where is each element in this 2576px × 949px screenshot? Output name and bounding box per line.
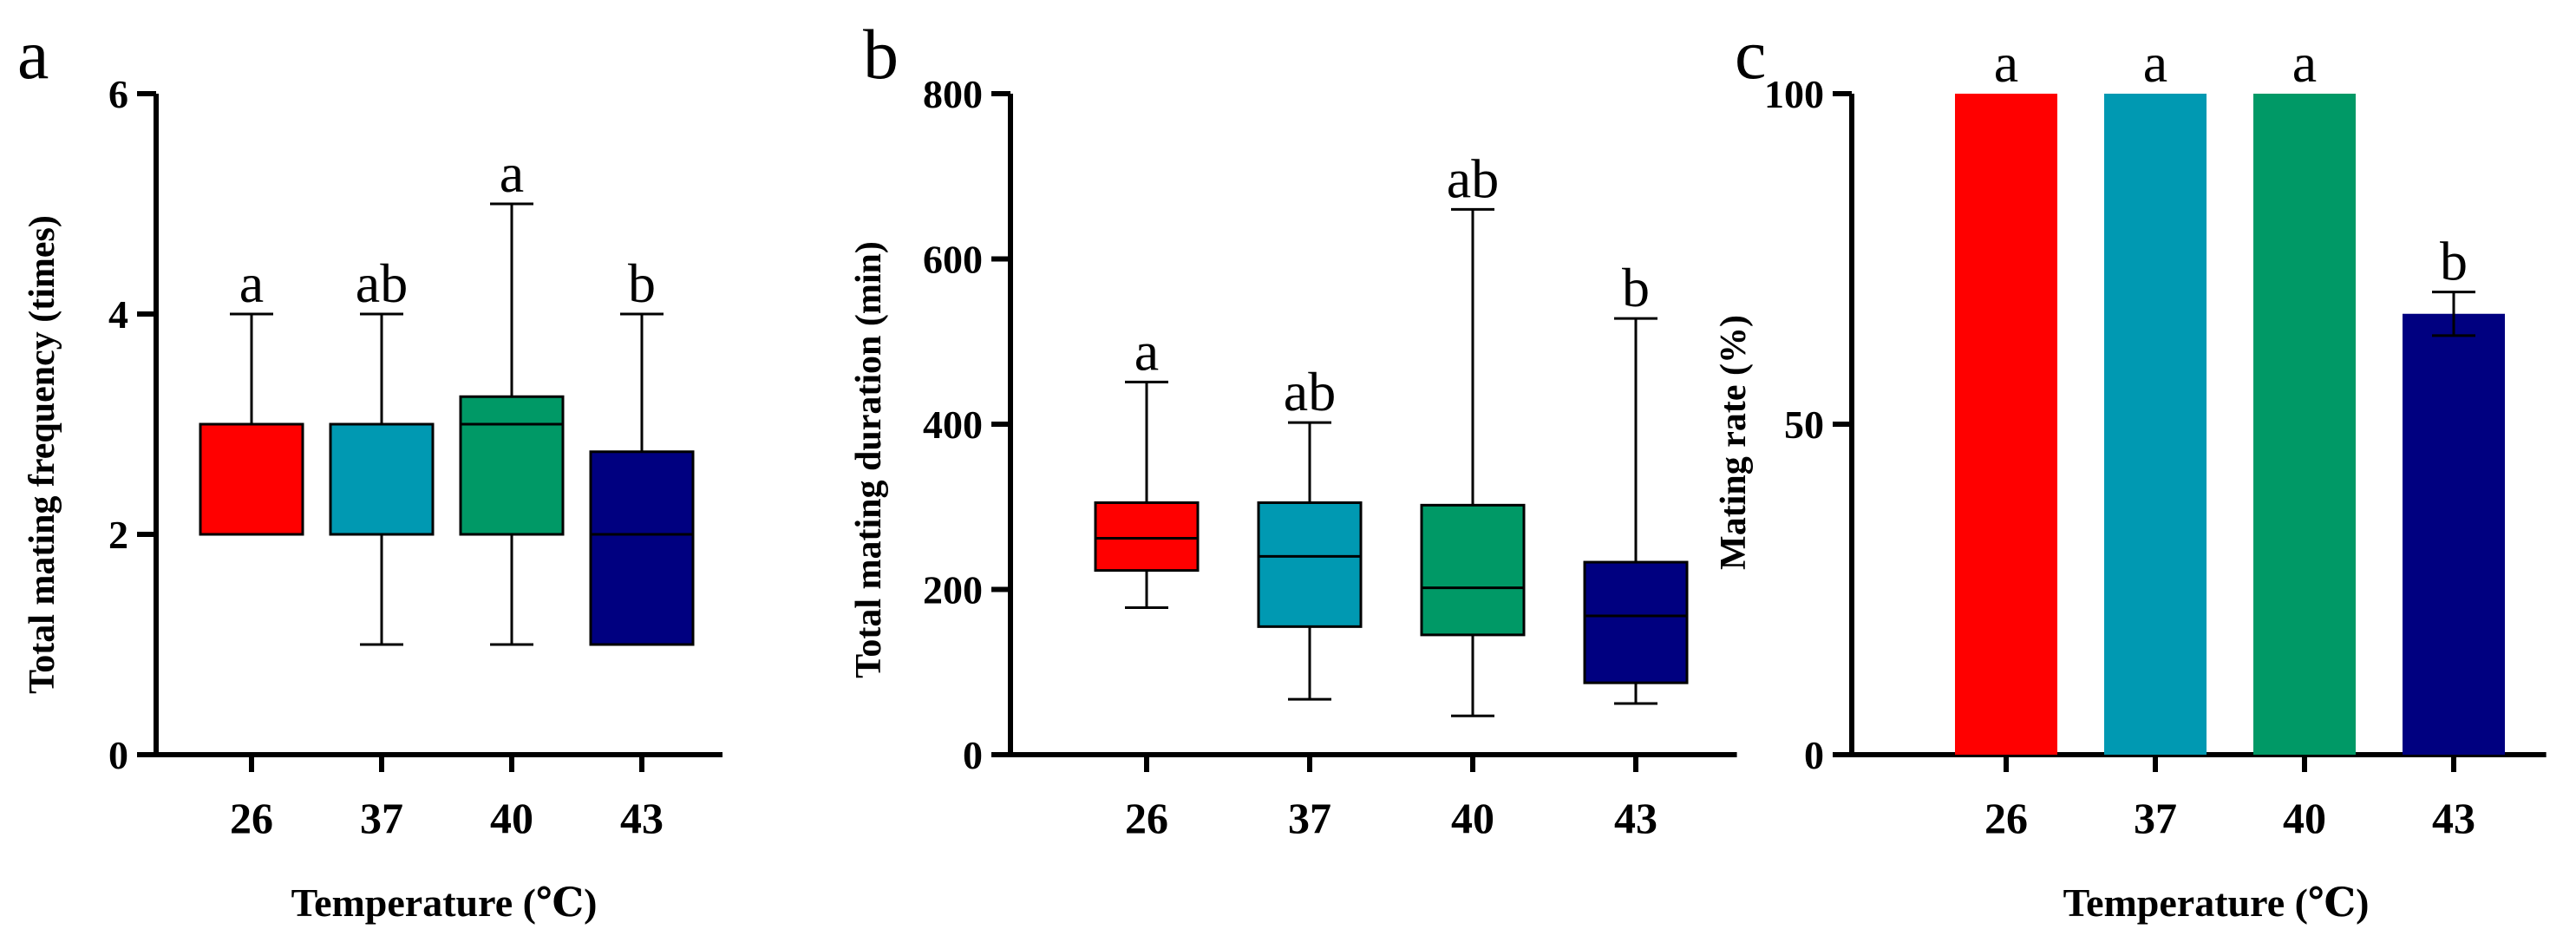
panel-c-y-tick-label: 0	[1804, 733, 1824, 777]
panel-a-y-tick-label: 0	[108, 733, 128, 777]
panel-b-y-tick-label: 800	[923, 72, 983, 116]
panel-a-sig-letter: b	[628, 252, 656, 314]
panel-b-sig-letter: a	[1134, 320, 1159, 382]
panel-b: b Total mating duration (min) 0 200 400 600…	[849, 15, 1737, 842]
panel-b-x-tick-label: 43	[1614, 794, 1657, 842]
panel-c-sig-letter: a	[2143, 32, 2167, 94]
panel-a-x-tick-label: 40	[490, 794, 533, 842]
panel-c-x-tick-label: 26	[1984, 794, 2028, 842]
panel-a-box-40	[459, 395, 565, 536]
panel-b-sig-letter: b	[1622, 257, 1650, 318]
panel-a-x-tick-label: 37	[360, 794, 403, 842]
panel-a-x-tick-label: 26	[230, 794, 273, 842]
panel-a-x-axis-label: Temperature (℃)	[291, 880, 598, 925]
panel-a-y-tick-label: 4	[108, 292, 128, 337]
panel-c-bar-37	[2104, 94, 2207, 755]
panel-a: a Total mating frequency (times) Tempera…	[17, 15, 722, 925]
panel-a-letter: a	[17, 15, 49, 94]
panel-a-sig-letter: a	[500, 142, 524, 204]
panel-a-box-37	[329, 422, 435, 536]
panel-b-box-40	[1420, 503, 1526, 637]
panel-b-letter: b	[863, 15, 899, 94]
panel-c-sig-letter: a	[2292, 32, 2317, 94]
panel-a-y-tick-label: 6	[108, 72, 128, 116]
panel-c: c Mating rate (%) Temperature (℃) 0 50 100…	[1714, 15, 2547, 925]
panel-b-y-tick-label: 200	[923, 568, 983, 612]
panel-b-x-tick-label: 40	[1451, 794, 1494, 842]
panel-b-box-37	[1257, 501, 1363, 628]
panel-b-y-axis-label: Total mating duration (min)	[849, 241, 889, 678]
panel-b-y-tick-label: 600	[923, 238, 983, 282]
panel-b-y-tick-label: 400	[923, 403, 983, 447]
panel-b-x-tick-label: 26	[1125, 794, 1168, 842]
panel-c-y-axis-label: Mating rate (%)	[1714, 315, 1754, 570]
panel-a-sig-letter: ab	[356, 252, 408, 314]
panel-c-y-tick-label: 100	[1764, 72, 1824, 116]
panel-a-x-tick-label: 43	[620, 794, 664, 842]
panel-c-y-tick-label: 50	[1784, 403, 1824, 447]
panel-a-y-axis-label: Total mating frequency (times)	[23, 215, 62, 694]
panel-a-box-43	[589, 450, 695, 646]
panel-c-sig-letter: a	[1994, 32, 2018, 94]
panel-b-sig-letter: ab	[1284, 361, 1336, 422]
panel-b-x-tick-label: 37	[1288, 794, 1331, 842]
panel-a-y-tick-label: 2	[108, 513, 128, 557]
panel-c-sig-letter: b	[2440, 231, 2468, 292]
panel-c-bar-40	[2253, 94, 2356, 755]
panel-b-box-26	[1094, 501, 1200, 573]
panel-c-bar-43	[2403, 313, 2505, 755]
panel-c-bar-26	[1955, 94, 2057, 755]
panel-a-box-26	[199, 422, 304, 536]
panel-b-box-43	[1583, 560, 1689, 684]
panel-c-letter: c	[1735, 15, 1766, 94]
panel-c-x-axis-label: Temperature (℃)	[2063, 880, 2370, 925]
panel-c-x-tick-label: 43	[2432, 794, 2475, 842]
panel-b-y-tick-label: 0	[963, 733, 983, 777]
panel-c-x-tick-label: 37	[2134, 794, 2177, 842]
panel-c-x-tick-label: 40	[2283, 794, 2326, 842]
panel-a-sig-letter: a	[239, 252, 264, 314]
panel-b-sig-letter: ab	[1447, 147, 1499, 209]
